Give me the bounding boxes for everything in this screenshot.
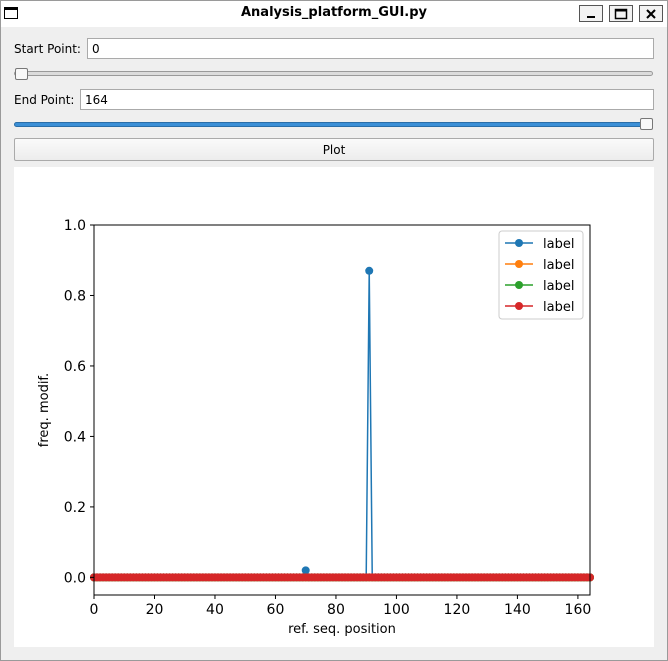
minimize-button[interactable] [579, 5, 603, 22]
legend-label: label [543, 300, 574, 315]
x-tick-label: 0 [90, 602, 99, 618]
legend-label: label [543, 258, 574, 273]
x-tick-label: 120 [444, 602, 471, 618]
close-icon [646, 8, 656, 19]
y-tick-label: 0.2 [64, 500, 86, 516]
window-title: Analysis_platform_GUI.py [240, 5, 428, 20]
axes-frame [93, 224, 591, 596]
legend-label: label [543, 237, 574, 252]
x-tick-label: 60 [267, 602, 285, 618]
title-bar[interactable]: Analysis_platform_GUI.py [1, 1, 667, 27]
data-point [301, 566, 310, 575]
plot-canvas: 0 20 40 60 80 100 120 140 160 0.0 0.2 0.4 0.6 0.8 1.0 … [14, 167, 654, 647]
maximize-button[interactable] [609, 5, 633, 22]
x-tick-label: 160 [565, 602, 592, 618]
y-tick-label: 0.6 [64, 359, 86, 375]
start-point-input[interactable] [87, 38, 654, 59]
y-tick-label: 1.0 [64, 218, 86, 234]
legend-marker [515, 281, 523, 289]
y-tick-label: 0.0 [64, 570, 86, 586]
start-point-label: Start Point: [14, 42, 81, 56]
y-tick-label: 0.4 [64, 429, 86, 445]
legend-label: label [543, 279, 574, 294]
window-icon[interactable] [4, 7, 18, 19]
x-tick-label: 20 [146, 602, 164, 618]
start-point-slider-track[interactable] [14, 71, 653, 76]
data-point [365, 266, 374, 275]
end-point-slider-track[interactable] [14, 122, 653, 127]
x-tick-label: 140 [504, 602, 531, 618]
x-tick-label: 80 [327, 602, 345, 618]
legend-marker [515, 260, 523, 268]
legend-marker [515, 302, 523, 310]
y-axis-label: freq. modif. [37, 373, 52, 447]
maximize-icon [614, 8, 628, 19]
x-tick-label: 40 [206, 602, 224, 618]
end-point-label: End Point: [14, 93, 75, 107]
start-point-slider-handle[interactable] [15, 68, 28, 80]
chart: 0 20 40 60 80 100 120 140 1600.00.20.40.60.81.0 … [37, 218, 594, 637]
end-point-slider-handle[interactable] [640, 118, 653, 130]
x-tick-label: 100 [383, 602, 410, 618]
minimize-icon [587, 15, 595, 18]
legend-marker [515, 239, 523, 247]
plot-button[interactable]: Plot [14, 138, 654, 161]
x-axis-label: ref. seq. position [288, 622, 396, 637]
y-tick-label: 0.8 [64, 288, 86, 304]
legend-box [498, 230, 584, 320]
close-button[interactable] [639, 5, 663, 22]
end-point-input[interactable] [80, 89, 654, 110]
